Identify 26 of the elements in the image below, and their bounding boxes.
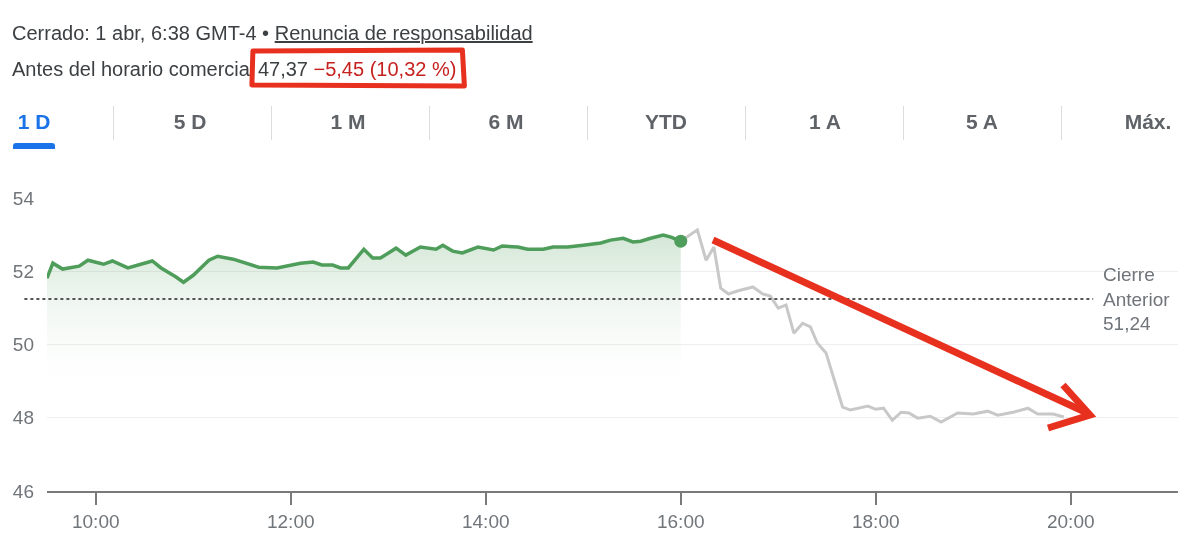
- y-tick-label: 54: [12, 187, 35, 209]
- text: Cerrado: 1 abr, 6:38 GMT-4: [12, 22, 257, 44]
- y-tick-label: 48: [12, 407, 34, 429]
- text: 5 A: [966, 110, 998, 134]
- text: 6 M: [488, 110, 524, 134]
- text: −5,45 (10,32 %): [312, 58, 457, 80]
- x-tick-label: 16:00: [656, 510, 705, 532]
- y-tick-label: 52: [12, 260, 34, 282]
- text: Renuncia de responsabilidad: [274, 22, 533, 44]
- y-tick-label: 46: [12, 480, 34, 502]
- text: 1 M: [330, 110, 366, 134]
- text: 1 A: [809, 110, 841, 134]
- text: Antes del horario comercia: [12, 58, 250, 80]
- x-tick-label: 10:00: [71, 510, 120, 532]
- y-tick-label: 50: [12, 334, 34, 356]
- x-tick-label: 18:00: [851, 510, 900, 532]
- x-tick-label: 12:00: [266, 510, 315, 532]
- text: •: [261, 22, 271, 44]
- text: 5 D: [173, 110, 207, 134]
- text: Máx.: [1124, 110, 1172, 134]
- text: 1 D: [17, 110, 51, 134]
- text: YTD: [645, 110, 687, 134]
- x-tick-label: 14:00: [461, 510, 510, 532]
- x-tick-label: 20:00: [1046, 510, 1095, 532]
- ref-line-label: Cierre Anterior 51,24: [1103, 264, 1171, 335]
- text: 47,37: [257, 58, 308, 80]
